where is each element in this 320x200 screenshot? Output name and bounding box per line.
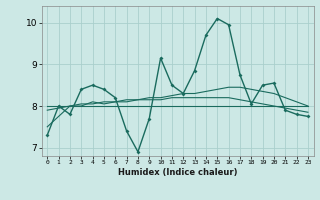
X-axis label: Humidex (Indice chaleur): Humidex (Indice chaleur) bbox=[118, 168, 237, 177]
